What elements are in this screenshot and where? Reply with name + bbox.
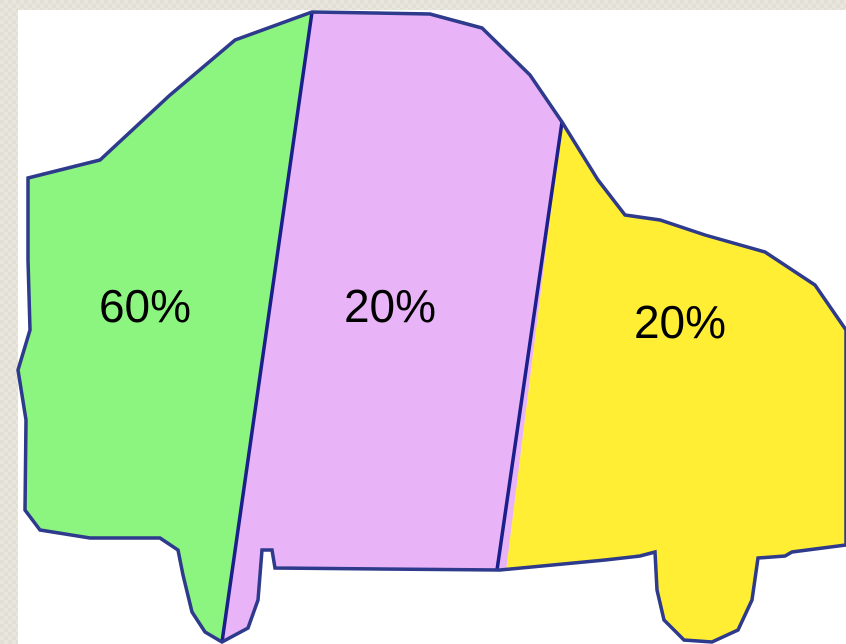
segment-label: 20% [634, 296, 726, 348]
divider [495, 121, 564, 571]
divider [220, 11, 314, 643]
segment-label: 20% [344, 280, 436, 332]
segment-label: 60% [99, 280, 191, 332]
middle-segment [222, 12, 600, 642]
